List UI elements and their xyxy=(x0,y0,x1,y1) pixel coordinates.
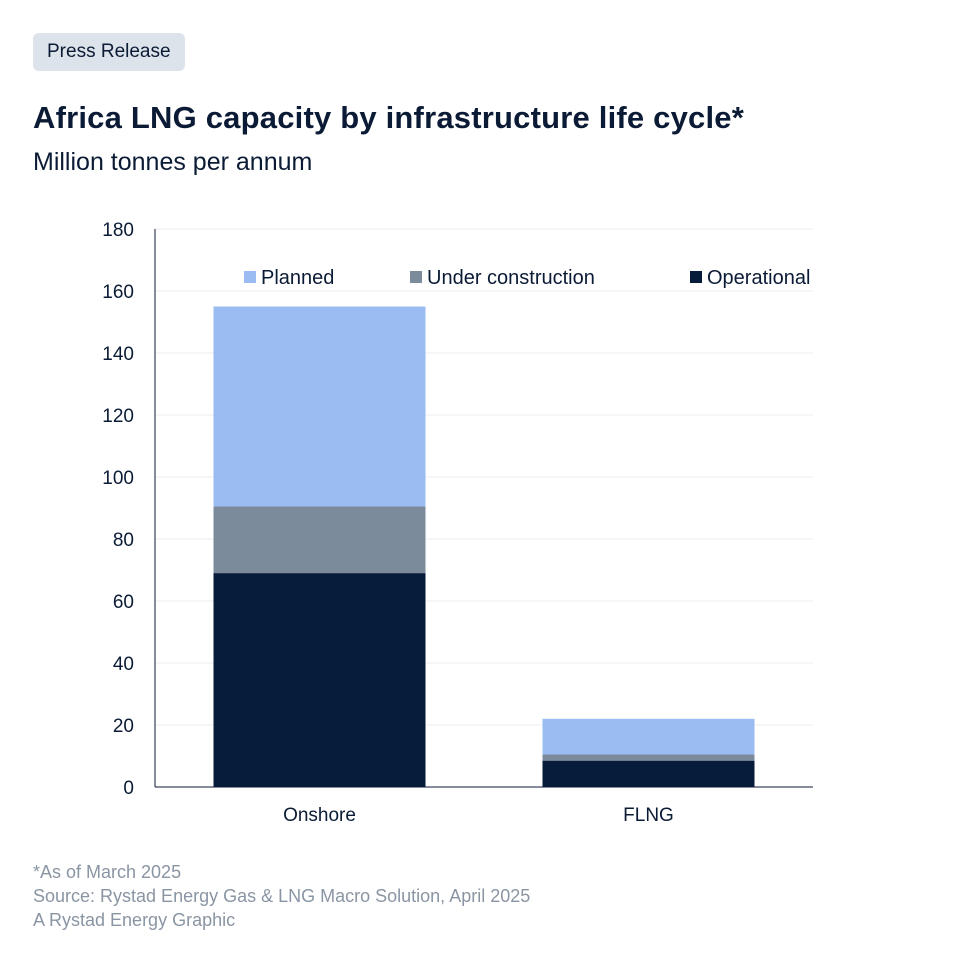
footnote: *As of March 2025 xyxy=(33,862,182,882)
bar-segment xyxy=(213,306,426,507)
y-tick-label: 80 xyxy=(113,530,134,551)
bar-segment xyxy=(213,506,426,574)
badge-label: Press Release xyxy=(47,41,171,62)
y-tick-label: 160 xyxy=(102,282,134,303)
y-tick-label: 40 xyxy=(113,654,134,675)
y-tick-label: 180 xyxy=(102,220,134,241)
bar-segment xyxy=(542,754,755,761)
legend-label: Under construction xyxy=(427,267,595,289)
x-tick-label: FLNG xyxy=(623,805,674,826)
legend-label: Operational xyxy=(707,267,810,289)
chart-subtitle: Million tonnes per annum xyxy=(33,148,313,176)
bar-segment xyxy=(542,760,755,787)
legend-swatch xyxy=(244,271,256,283)
press-release-badge: Press Release xyxy=(33,33,185,71)
x-tick-label: Onshore xyxy=(283,805,356,826)
y-tick-label: 0 xyxy=(123,778,134,799)
y-tick-label: 20 xyxy=(113,716,134,737)
footer: *As of March 2025 Source: Rystad Energy … xyxy=(33,860,530,932)
bars-layer xyxy=(213,306,755,787)
stacked-bar-chart: 0 20 40 60 80 100 120 140 160 180 Onshore FLNG Plan… xyxy=(102,220,813,826)
bar-segment xyxy=(542,718,755,755)
source-note: Source: Rystad Energy Gas & LNG Macro So… xyxy=(33,886,531,906)
axis-layer: 0 20 40 60 80 100 120 140 160 180 Onshore FLNG xyxy=(102,220,813,826)
y-tick-label: 140 xyxy=(102,344,134,365)
y-tick-label: 60 xyxy=(113,592,134,613)
legend-label: Planned xyxy=(261,267,334,289)
credit-note: A Rystad Energy Graphic xyxy=(33,910,236,930)
bar-segment xyxy=(213,573,426,787)
legend-swatch xyxy=(690,271,702,283)
legend: Planned Under construction Operational xyxy=(244,267,810,289)
chart-title: Africa LNG capacity by infrastructure li… xyxy=(33,100,745,135)
legend-swatch xyxy=(410,271,422,283)
y-tick-label: 100 xyxy=(102,468,134,489)
y-tick-label: 120 xyxy=(102,406,134,427)
